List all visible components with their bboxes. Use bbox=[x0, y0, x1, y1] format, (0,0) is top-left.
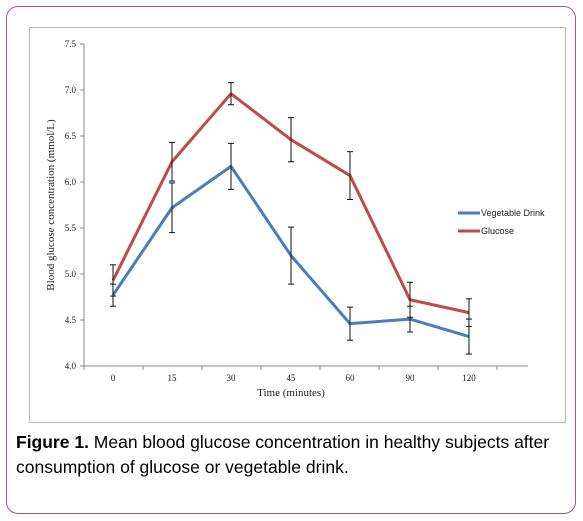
figure-frame bbox=[6, 6, 576, 514]
y-tick-label: 5.5 bbox=[65, 223, 77, 233]
series-vegetable-drink bbox=[110, 142, 472, 355]
x-tick-label: 60 bbox=[346, 373, 356, 383]
legend-item: Glucose bbox=[458, 226, 514, 236]
x-axis-title: Time (minutes) bbox=[257, 387, 325, 399]
x-tick-label: 90 bbox=[406, 373, 416, 383]
x-tick-label: 15 bbox=[168, 373, 178, 383]
figure-caption-label: Figure 1. bbox=[16, 432, 89, 452]
chart-axes: 4.0 4.5 5.0 5.5 6.0 6.5 7.0 7.5 0 15 30 45 60 90 120 bbox=[65, 39, 528, 383]
y-axis-title: Blood glucose concentration (mmol/L) bbox=[45, 119, 57, 291]
legend-label: Glucose bbox=[481, 226, 514, 236]
y-tick-label: 7.0 bbox=[65, 85, 77, 95]
series-glucose bbox=[110, 82, 472, 327]
y-tick-label: 4.5 bbox=[65, 315, 77, 325]
blood-glucose-line-chart: 4.0 4.5 5.0 5.5 6.0 6.5 7.0 7.5 0 15 30 45 60 90 120 V… bbox=[45, 39, 545, 399]
x-tick-label: 0 bbox=[111, 373, 116, 383]
chart-legend: Vegetable Drink Glucose bbox=[458, 208, 545, 236]
figure-caption-text: Mean blood glucose concentration in heal… bbox=[16, 432, 550, 477]
legend-label: Vegetable Drink bbox=[481, 208, 545, 218]
y-tick-label: 6.5 bbox=[65, 131, 77, 141]
y-tick-label: 7.5 bbox=[65, 39, 77, 49]
x-tick-label: 30 bbox=[227, 373, 237, 383]
chart-series bbox=[110, 82, 472, 355]
x-tick-label: 120 bbox=[462, 373, 476, 383]
legend-item: Vegetable Drink bbox=[458, 208, 545, 218]
y-tick-label: 5.0 bbox=[65, 269, 77, 279]
figure-caption: Figure 1. Mean blood glucose concentrati… bbox=[16, 430, 561, 480]
chart-area bbox=[29, 27, 566, 423]
y-tick-label: 4.0 bbox=[65, 361, 77, 371]
y-tick-label: 6.0 bbox=[65, 177, 77, 187]
x-tick-label: 45 bbox=[287, 373, 297, 383]
